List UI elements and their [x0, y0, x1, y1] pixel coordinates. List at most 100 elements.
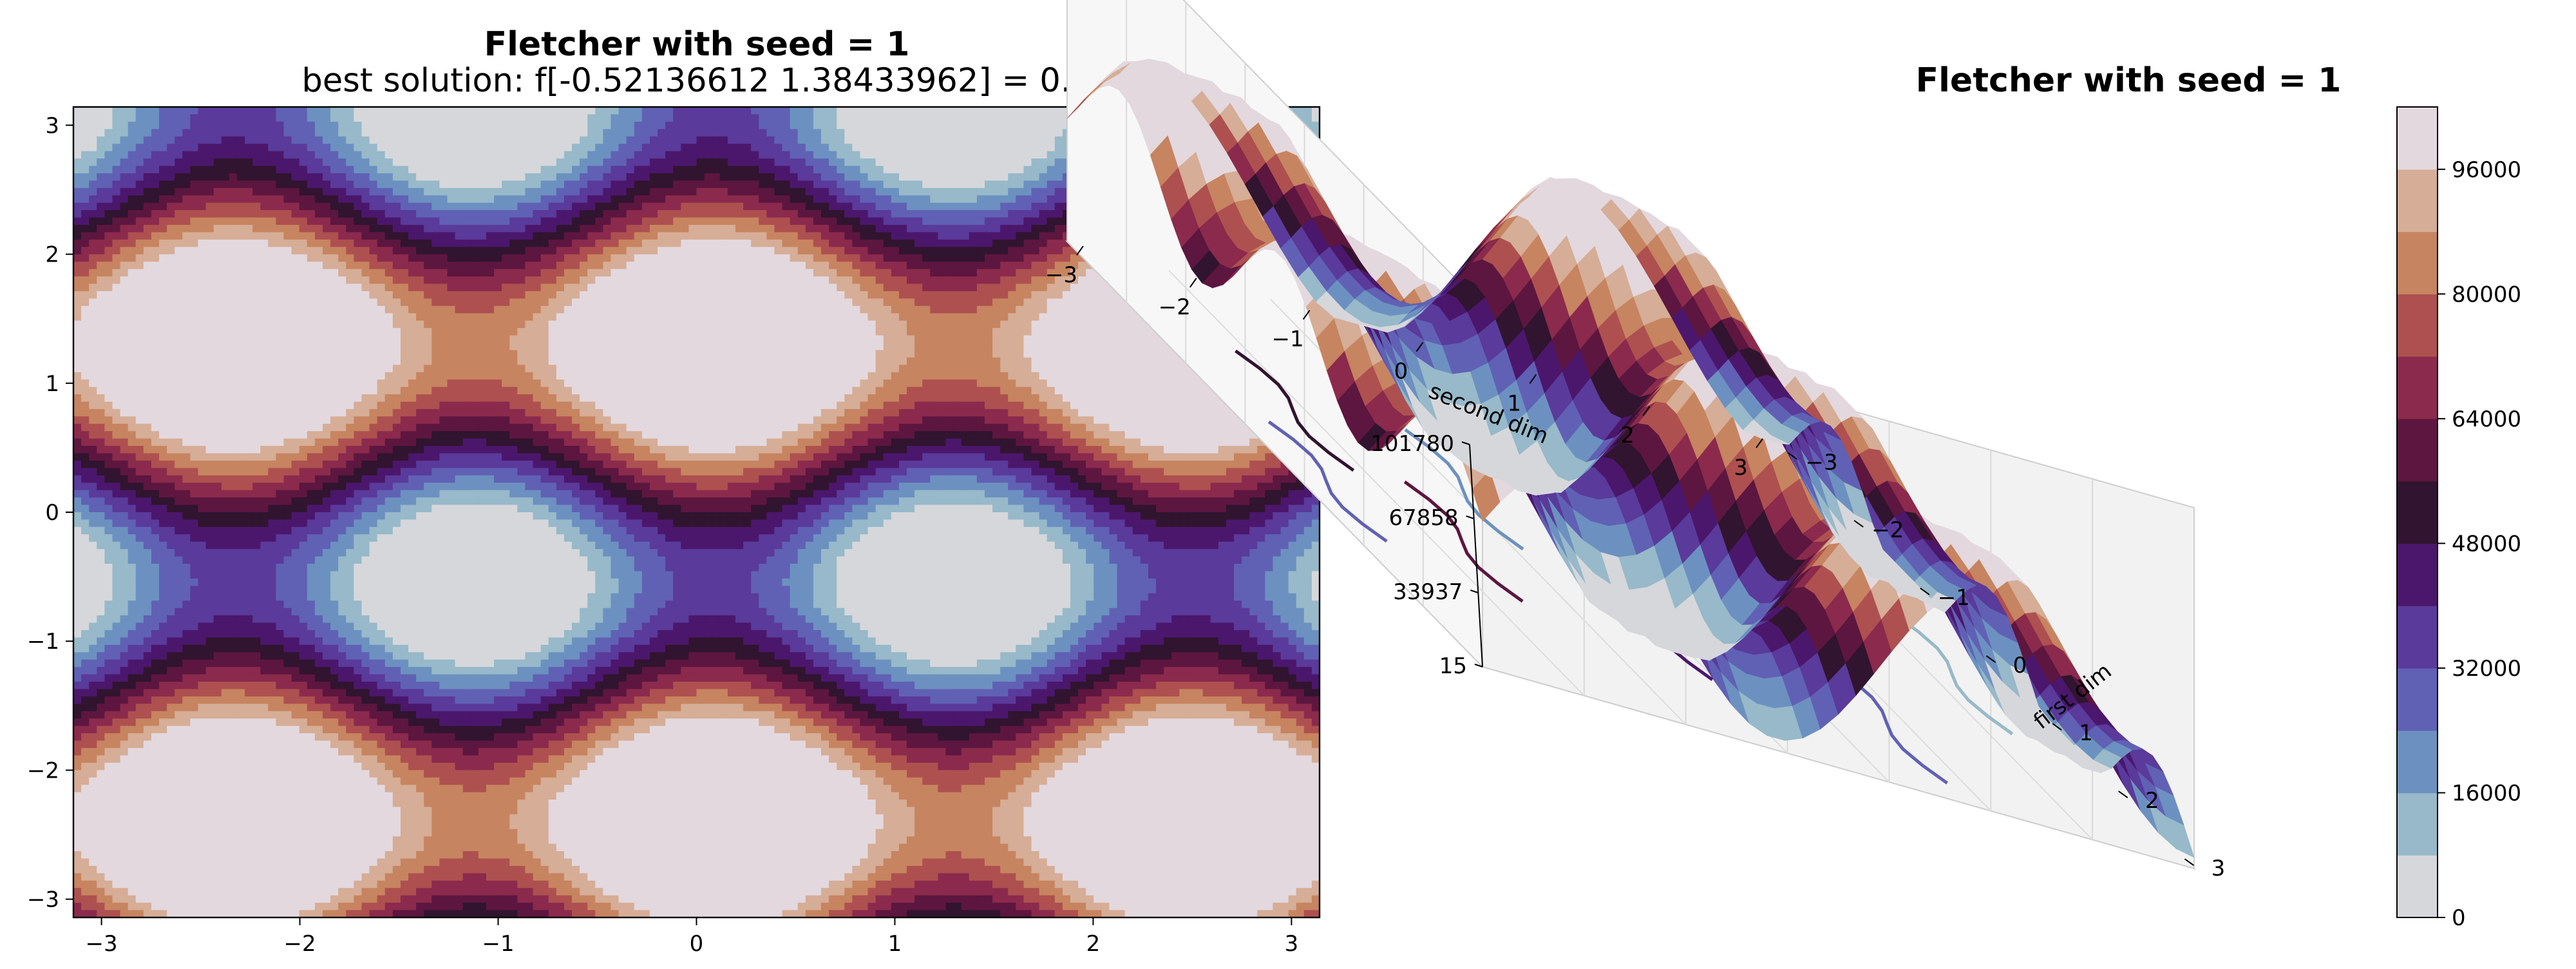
contour-cell [1054, 136, 1063, 144]
contour-cell [1000, 121, 1009, 130]
contour-cell [1101, 298, 1110, 307]
contour-cell [837, 239, 845, 247]
contour-cell [245, 166, 253, 174]
contour-cell [719, 114, 728, 122]
contour-cell [790, 107, 799, 115]
contour-cell [751, 195, 759, 204]
contour-cell [190, 202, 199, 211]
contour-cell [392, 247, 401, 255]
contour-cell [346, 166, 354, 174]
contour-cell [829, 217, 837, 225]
contour-cell [735, 232, 744, 240]
contour-cell [673, 114, 681, 122]
contour-cell [509, 224, 518, 233]
contour-cell [533, 254, 542, 262]
contour-cell [167, 269, 175, 277]
contour-cell [580, 320, 588, 329]
contour-cell [1062, 320, 1071, 329]
contour-cell [260, 291, 269, 299]
contour-cell [1023, 195, 1032, 204]
contour-cell [797, 320, 806, 329]
contour-cell [205, 129, 214, 137]
contour-cell [291, 136, 300, 144]
contour-cell [198, 335, 207, 343]
contour-cell [992, 210, 1001, 218]
contour-cell [867, 107, 876, 115]
contour-cell [595, 320, 603, 329]
contour-cell [533, 217, 542, 225]
contour-cell [307, 239, 316, 247]
contour-cell [245, 224, 253, 233]
contour-cell [478, 298, 487, 307]
contour-cell [486, 269, 495, 277]
contour-cell [844, 269, 853, 277]
contour-cell [494, 129, 502, 137]
contour-cell [236, 254, 245, 262]
contour-cell [696, 136, 705, 144]
contour-cell [727, 136, 736, 144]
contour-cell [525, 320, 534, 329]
contour-cell [502, 187, 510, 196]
contour-cell [572, 195, 580, 204]
contour-cell [572, 187, 580, 196]
contour-cell [860, 173, 869, 181]
contour-cell [416, 210, 424, 218]
contour-cell [1039, 291, 1048, 299]
contour-cell [907, 313, 915, 321]
contour-cell [447, 121, 456, 130]
contour-cell [416, 107, 424, 115]
contour-cell [416, 276, 424, 285]
contour-cell [517, 121, 526, 130]
contour-cell [852, 144, 861, 152]
contour-cell [712, 187, 721, 196]
contour-cell [719, 187, 728, 196]
contour-cell [190, 291, 199, 299]
contour-cell [914, 254, 923, 262]
contour-cell [323, 305, 331, 314]
contour-cell [883, 262, 892, 270]
contour-cell [572, 202, 580, 211]
contour-cell [875, 328, 884, 336]
contour-cell [626, 180, 635, 189]
contour-cell [128, 232, 137, 240]
contour-cell [377, 232, 386, 240]
contour-cell [704, 247, 713, 255]
contour-cell [431, 151, 440, 159]
contour-cell [143, 283, 152, 292]
contour-cell [354, 239, 363, 247]
contour-cell [1023, 129, 1032, 137]
contour-cell [790, 247, 799, 255]
contour-cell [143, 291, 152, 299]
contour-cell [1031, 247, 1040, 255]
contour-cell [626, 291, 635, 299]
contour-cell [696, 129, 705, 137]
contour-cell [891, 166, 900, 174]
contour-cell [455, 173, 464, 181]
contour-cell [641, 254, 650, 262]
contour-cell [346, 136, 354, 144]
contour-cell [392, 298, 401, 307]
contour-cell [821, 202, 829, 211]
contour-cell [883, 166, 892, 174]
contour-cell [502, 224, 510, 233]
contour-cell [190, 224, 199, 233]
contour-cell [73, 166, 82, 174]
contour-cell [525, 239, 534, 247]
contour-cell [1016, 136, 1025, 144]
contour-cell [392, 232, 401, 240]
contour-cell [681, 328, 689, 336]
contour-cell [914, 144, 923, 152]
contour-cell [81, 335, 90, 343]
contour-cell [743, 210, 752, 218]
contour-cell [1140, 328, 1149, 336]
contour-cell [431, 114, 440, 122]
contour-cell [268, 158, 277, 167]
contour-cell [494, 232, 502, 240]
contour-cell [89, 166, 97, 174]
contour-cell [112, 158, 121, 167]
contour-cell [875, 114, 884, 122]
contour-cell [611, 114, 620, 122]
contour-cell [260, 187, 269, 196]
contour-cell [1117, 305, 1126, 314]
contour-cell [384, 129, 393, 137]
